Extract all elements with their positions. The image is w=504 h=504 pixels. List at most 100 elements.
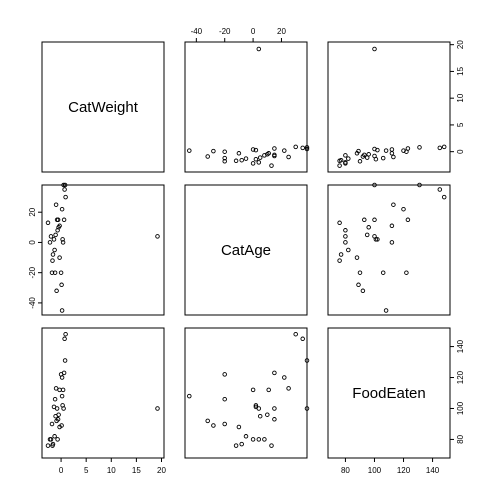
panel-FoodEaten-FoodEaten [327,327,451,459]
point-CatAge-FoodEaten-4 [338,252,344,257]
point-FoodEaten-CatWeight-3 [55,437,60,442]
panel-CatAge-CatWeight [41,184,165,316]
point-FoodEaten-CatAge-23 [272,406,277,411]
point-CatWeight-CatAge-19 [187,148,192,153]
panel-FoodEaten-CatWeight [41,327,165,459]
y-tick-label-FoodEaten: 140 [456,339,465,353]
point-CatWeight-CatAge-5 [282,148,287,153]
point-CatWeight-CatAge-1 [243,156,249,161]
point-CatWeight-CatAge-0 [304,146,310,152]
point-CatAge-CatWeight-7 [53,202,59,207]
point-FoodEaten-CatWeight-27 [58,372,64,377]
point-FoodEaten-CatAge-5 [282,375,287,380]
y-tick-label-FoodEaten: 80 [456,434,465,443]
diagonal-label-FoodEaten: FoodEaten [352,385,425,402]
point-FoodEaten-CatAge-29 [250,437,256,442]
point-FoodEaten-CatWeight-7 [53,386,59,391]
y-tick-label-FoodEaten: 120 [456,370,465,384]
point-FoodEaten-CatAge-6 [236,424,242,430]
point-CatAge-FoodEaten-19 [383,308,389,313]
point-CatAge-CatWeight-15 [61,217,67,223]
point-FoodEaten-CatAge-18 [256,437,262,442]
point-CatAge-CatWeight-17 [60,237,65,242]
point-FoodEaten-CatWeight-23 [54,406,60,411]
point-CatWeight-FoodEaten-28 [389,151,395,156]
y-tick-label-CatAge: 0 [28,240,37,245]
point-CatAge-FoodEaten-18 [343,234,348,239]
point-FoodEaten-CatWeight-1 [52,434,57,439]
point-CatWeight-FoodEaten-19 [383,148,389,153]
point-CatWeight-FoodEaten-16 [360,154,366,159]
point-FoodEaten-CatAge-16 [205,418,210,424]
point-CatAge-CatWeight-19 [59,308,65,313]
point-FoodEaten-CatWeight-9 [49,421,55,427]
point-CatWeight-CatAge-27 [222,149,227,154]
point-CatWeight-CatAge-26 [256,46,262,52]
point-FoodEaten-CatAge-14 [211,423,216,428]
point-FoodEaten-CatWeight-12 [63,331,68,337]
point-CatAge-CatWeight-23 [54,217,60,223]
x-tick-label-CatWeight: 0 [59,466,64,475]
x-tick-label-CatWeight: 15 [132,466,141,475]
point-FoodEaten-CatWeight-10 [45,443,51,448]
point-CatWeight-FoodEaten-24 [364,155,370,160]
point-CatWeight-FoodEaten-1 [346,156,351,161]
point-CatAge-CatWeight-12 [63,194,68,200]
point-CatAge-FoodEaten-5 [401,206,406,212]
point-CatAge-FoodEaten-6 [354,255,360,260]
x-tick-label-CatAge: -40 [191,27,203,36]
point-CatAge-CatWeight-0 [61,182,66,188]
point-CatAge-CatWeight-24 [53,232,58,238]
point-FoodEaten-CatAge-24 [257,413,263,419]
point-CatAge-FoodEaten-7 [391,202,396,207]
diagonal-label-CatWeight: CatWeight [68,99,139,116]
point-FoodEaten-CatAge-7 [286,386,291,391]
point-FoodEaten-CatAge-17 [253,403,259,408]
point-CatAge-FoodEaten-0 [372,182,377,188]
point-FoodEaten-CatAge-28 [266,387,271,393]
y-tick-label-CatAge: 20 [28,207,37,216]
diagonal-label-CatAge: CatAge [221,242,271,259]
point-FoodEaten-CatWeight-19 [59,393,65,399]
point-CatWeight-FoodEaten-29 [343,161,348,166]
y-tick-label-CatWeight: 15 [456,66,465,75]
point-CatAge-CatWeight-28 [57,223,62,229]
point-CatWeight-CatAge-23 [272,153,277,159]
panel-CatAge-CatAge [184,184,308,316]
panel-FoodEaten-CatAge [184,327,308,459]
x-tick-label-CatWeight: 20 [157,466,166,475]
point-CatWeight-CatAge-20 [253,156,259,162]
point-CatWeight-CatAge-25 [233,158,239,164]
point-CatAge-CatWeight-9 [49,270,55,275]
point-CatAge-CatWeight-1 [52,247,57,253]
point-CatAge-CatWeight-18 [48,234,54,239]
point-CatAge-FoodEaten-1 [346,247,351,253]
point-CatWeight-CatAge-24 [257,155,263,160]
point-FoodEaten-CatWeight-17 [60,403,65,408]
point-CatAge-CatWeight-29 [47,240,53,245]
point-CatAge-FoodEaten-8 [417,182,422,188]
point-CatAge-FoodEaten-29 [343,240,348,245]
point-CatAge-FoodEaten-21 [389,240,395,245]
x-tick-label-FoodEaten: 140 [426,466,440,475]
y-tick-label-CatAge: -20 [28,266,37,278]
x-tick-label-CatAge: 20 [277,27,286,36]
point-FoodEaten-CatWeight-8 [62,358,68,363]
point-CatAge-FoodEaten-13 [366,225,371,230]
point-CatAge-FoodEaten-10 [337,220,342,226]
point-CatAge-FoodEaten-14 [356,282,361,288]
point-CatAge-CatWeight-16 [54,288,59,294]
panel-CatWeight-CatWeight [41,41,165,173]
point-CatWeight-FoodEaten-22 [437,145,443,151]
x-tick-label-CatWeight: 10 [107,466,116,475]
point-FoodEaten-CatAge-4 [239,441,244,447]
point-CatWeight-FoodEaten-26 [372,46,377,52]
point-CatAge-FoodEaten-17 [375,237,380,242]
point-FoodEaten-CatAge-25 [233,443,239,448]
panel-CatAge-FoodEaten [327,184,451,316]
point-CatAge-FoodEaten-23 [372,217,377,223]
point-FoodEaten-CatAge-10 [269,443,274,448]
point-FoodEaten-CatAge-22 [300,336,305,342]
point-FoodEaten-CatAge-12 [293,331,298,337]
point-FoodEaten-CatWeight-14 [59,423,64,428]
